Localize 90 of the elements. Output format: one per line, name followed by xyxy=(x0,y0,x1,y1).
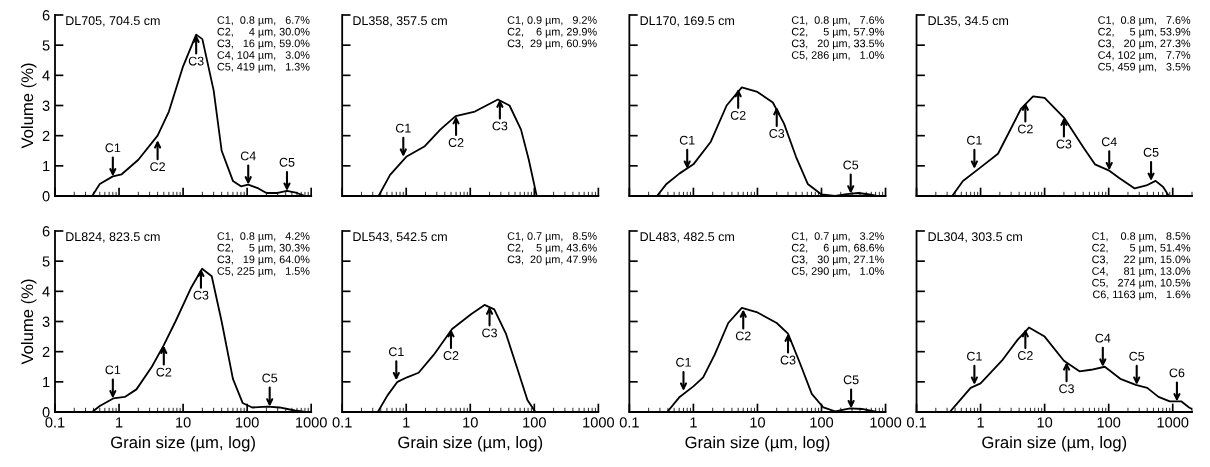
annotation: C1, 0.9 µm, 9.2% C2, 6 µm, 29.9% C3, 29 µm, 60.9% xyxy=(507,16,597,50)
annotation: C3 xyxy=(193,290,209,300)
x-tick-label: 1 xyxy=(403,417,410,428)
y-axis-title: Volume (%) xyxy=(20,279,37,365)
annotation: C3 xyxy=(482,328,497,338)
annotation: C1 xyxy=(967,351,982,361)
x-tick-label: 0.1 xyxy=(619,417,639,428)
x-axis-title: Grain size (µm, log) xyxy=(111,436,255,452)
x-tick-label: 100 xyxy=(1097,417,1121,428)
x-tick-label: 10 xyxy=(750,417,765,428)
annotation: C2 xyxy=(448,138,464,147)
annotation: C1, 0.8 µm, 8.5% C2, 5 µm, 51.4% C3, 22 µm, 15.0% C4, 81 µm, 13.0% C5, 274 µm, 10.5% C6, 1163 µm, 1.6% xyxy=(1092,232,1191,301)
y-tick-label: 4 xyxy=(42,70,50,81)
y-tick-label: 5 xyxy=(42,40,50,51)
x-tick-label: 10 xyxy=(176,417,191,428)
x-tick-label: 0.1 xyxy=(45,417,65,428)
annotation: C1 xyxy=(388,347,404,357)
chart-title: DL170, 169.5 cm xyxy=(640,16,734,27)
x-tick-label: 1 xyxy=(977,417,984,428)
annotation: C1, 0.8 µm, 7.6% C2, 5 µm, 57.9% C3, 20 µm, 33.5% C5, 286 µm, 1.0% xyxy=(791,16,884,62)
x-axis-title: Grain size (µm, log) xyxy=(398,436,543,452)
chart-title: DL543, 542.5 cm xyxy=(353,232,447,243)
x-tick-label: 100 xyxy=(810,417,834,428)
annotation: C4 xyxy=(240,151,256,161)
annotation: C2 xyxy=(735,331,751,341)
x-tick-label: 1000 xyxy=(1157,417,1189,428)
chart-title: DL824, 823.5 cm xyxy=(66,232,160,243)
x-tick-label: 10 xyxy=(463,417,478,428)
y-tick-label: 0 xyxy=(42,407,50,418)
y-tick-label: 1 xyxy=(43,161,50,172)
x-tick-label: 10 xyxy=(1037,417,1053,428)
annotation: C1, 0.8 µm, 6.7% C2, 4 µm, 30.0% C3, 16 µm, 59.0% C4, 104 µm, 3.0% C5, 419 µm, 1.3% xyxy=(217,16,310,73)
x-tick-label: 1000 xyxy=(870,417,902,428)
annotation: C1 xyxy=(105,143,121,153)
annotation: C1 xyxy=(679,135,695,145)
annotation: C3 xyxy=(780,355,796,365)
y-tick-label: 3 xyxy=(42,100,50,111)
annotation: C5 xyxy=(1143,147,1159,157)
x-tick-label: 1000 xyxy=(296,417,327,428)
chart-title: DL304, 303.5 cm xyxy=(928,232,1022,243)
chart-title: DL483, 482.5 cm xyxy=(640,232,734,243)
annotation: C5 xyxy=(843,160,859,170)
x-tick-label: 1000 xyxy=(583,417,615,428)
annotation: C2 xyxy=(156,367,172,377)
x-tick-label: 100 xyxy=(523,417,546,428)
annotation: C1 xyxy=(395,123,411,133)
annotation: C2 xyxy=(1018,124,1033,134)
y-tick-label: 0 xyxy=(42,191,50,202)
annotation: C3 xyxy=(492,121,508,131)
annotation: C1 xyxy=(676,357,691,367)
y-tick-label: 5 xyxy=(42,256,50,267)
y-tick-label: 1 xyxy=(43,377,50,388)
annotation: C6 xyxy=(1169,368,1185,378)
annotation: C5 xyxy=(279,157,295,167)
x-tick-label: 0.1 xyxy=(332,417,352,428)
chart-title: DL705, 704.5 cm xyxy=(66,16,160,27)
y-tick-label: 6 xyxy=(42,226,50,237)
y-tick-label: 2 xyxy=(42,346,50,357)
y-tick-label: 6 xyxy=(42,10,50,21)
y-tick-label: 3 xyxy=(42,316,50,327)
x-axis-title: Grain size (µm, log) xyxy=(982,436,1127,452)
annotation: C1, 0.7 µm, 3.2% C2, 6 µm, 68.6% C3, 30 µm, 27.1% C5, 290 µm, 1.0% xyxy=(791,232,884,278)
annotation: C5 xyxy=(262,373,278,383)
annotation: C1, 0.8 µm, 4.2% C2, 5 µm, 30.3% C3, 19 µm, 64.0% C5, 225 µm, 1.5% xyxy=(217,232,310,278)
annotation: C4 xyxy=(1101,137,1117,147)
y-axis-title: Volume (%) xyxy=(20,63,37,149)
annotation: C3 xyxy=(1059,384,1074,394)
annotation: C3 xyxy=(769,129,785,138)
annotation: C1 xyxy=(967,135,982,145)
annotation: C2 xyxy=(150,162,165,172)
annotation: C5 xyxy=(1129,351,1145,361)
annotation: C2 xyxy=(730,110,746,120)
x-tick-label: 1 xyxy=(116,417,123,428)
x-tick-label: 0.1 xyxy=(906,417,926,428)
chart-title: DL358, 357.5 cm xyxy=(353,16,447,27)
annotation: C1 xyxy=(105,365,121,375)
x-axis-title: Grain size (µm, log) xyxy=(685,436,830,452)
annotation: C4 xyxy=(1095,333,1111,343)
annotation: C3 xyxy=(188,56,204,66)
x-tick-label: 100 xyxy=(236,417,259,428)
annotation: C2 xyxy=(1018,351,1033,360)
x-tick-label: 1 xyxy=(690,417,697,428)
annotation: C2 xyxy=(443,351,459,360)
annotation: C3 xyxy=(1056,139,1072,149)
annotation: C5 xyxy=(843,375,859,385)
annotation: C1, 0.7 µm, 8.5% C2, 5 µm, 43.6% C3, 20 µm, 47.9% xyxy=(507,232,597,266)
y-tick-label: 4 xyxy=(42,286,50,297)
y-tick-label: 2 xyxy=(42,130,50,141)
chart-title: DL35, 34.5 cm xyxy=(928,16,1009,27)
annotation: C1, 0.8 µm, 7.6% C2, 5 µm, 53.9% C3, 20 µm, 27.3% C4, 102 µm, 7.7% C5, 459 µm, 3.5% xyxy=(1098,16,1191,73)
